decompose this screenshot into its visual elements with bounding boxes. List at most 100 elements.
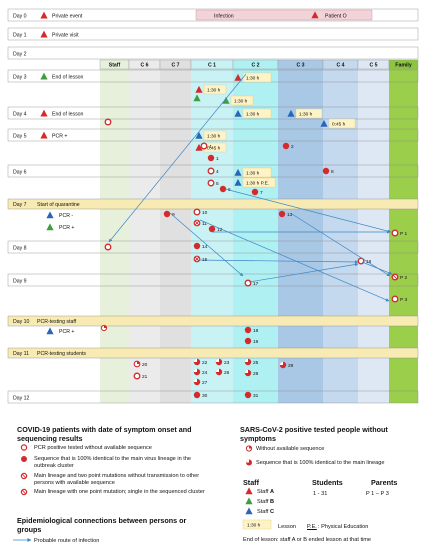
lesson-label-5: 0:45 h [332, 122, 346, 128]
legend-asym-symbol-hollow-wedge [249, 445, 252, 449]
patient-13-label: 13 [287, 212, 293, 218]
legend-staff-label-A: Staff A [257, 489, 274, 495]
legend-footnote: End of lesson: staff A or B ended lesson… [243, 537, 372, 543]
staff-patient-day8 [104, 243, 112, 251]
patient-1-label: 1 [216, 156, 219, 162]
patient-15-cross-b [194, 256, 200, 262]
legend-pe-abbr: P.E. [307, 524, 317, 530]
legend-staff-label-B: Staff B [257, 499, 274, 505]
lesson-marker-7 [195, 143, 203, 151]
lesson-marker-2 [222, 96, 230, 104]
lesson-box-5 [328, 118, 356, 129]
legend-staff-letter-C: C [270, 509, 274, 515]
legend-pe-text: : Physical Education [318, 524, 369, 530]
family-patient-3 [391, 295, 399, 303]
patient-4b [207, 167, 215, 175]
patient-16-label: 16 [366, 259, 372, 265]
patient-23-label: 23 [224, 360, 230, 366]
event-bar-infection: Infection [214, 14, 234, 20]
event-bar-patient-o-marker [311, 11, 319, 19]
patient-29-wedge [279, 361, 283, 365]
patient-4 [200, 142, 208, 150]
patient-5-label: 5 [216, 181, 219, 187]
c1-green-marker [193, 94, 201, 102]
day-label-11: Day 11 [13, 351, 29, 357]
column-header-6: C 3 [296, 63, 304, 69]
day-label-4: Day 4 [13, 112, 27, 118]
column-header-1: Staff [109, 63, 121, 69]
patient-8 [322, 167, 330, 175]
day-note-4: End of lesson [52, 112, 84, 118]
column-header-7: C 4 [336, 63, 344, 69]
lesson-box-3 [242, 108, 272, 119]
day-note-0: Private event [52, 14, 83, 20]
patient-28-wedge [244, 369, 248, 373]
day-marker-5 [40, 131, 48, 139]
infection-arrow-7 [291, 213, 391, 277]
legend-title: COVID-19 patients with date of symptom o… [17, 425, 192, 443]
lesson-marker-0 [234, 73, 242, 81]
day-label-6: Day 6 [13, 170, 27, 176]
day-band-5 [7, 128, 419, 142]
patient-29-label: 29 [288, 363, 294, 369]
patient-27-wedge [193, 378, 197, 382]
lesson-label-2: 1:30 h [234, 99, 248, 105]
day-band-11 [7, 347, 419, 359]
infection-arrow-1 [108, 73, 247, 243]
event-bar-patient-o: Patient O [325, 14, 347, 20]
day-note-11: PCR-testing students [37, 351, 86, 357]
family-patient-1 [391, 229, 399, 237]
patient-4-label: 4 [209, 144, 212, 150]
day-band-7 [7, 198, 419, 210]
day7-pcr-plus: PCR + [59, 225, 74, 231]
legend-staff-letter-A: A [270, 489, 274, 495]
legend-symbol-hollow [20, 444, 28, 451]
day7-pcr-minus: PCR - [59, 213, 73, 219]
legend-parents-title: Parents [371, 478, 398, 487]
patient-1 [207, 154, 215, 162]
patient-8-label: 8 [331, 169, 334, 175]
column-bg-3 [160, 60, 191, 403]
lesson-box-9 [242, 177, 276, 188]
family-label-2: P 2 [400, 275, 407, 281]
patient-6 [219, 185, 227, 193]
day-label-3: Day 3 [13, 75, 27, 81]
lesson-label-0: 1:30 h [246, 76, 260, 82]
lesson-label-6: 1:30 h [207, 134, 221, 140]
patient-19-label: 19 [253, 339, 259, 345]
patient-30 [193, 391, 201, 399]
event-bar [195, 9, 373, 21]
day-note-5: PCR + [52, 134, 67, 140]
lesson-marker-9 [234, 178, 242, 186]
column-header-9: Family [395, 63, 412, 69]
day-marker-1 [40, 30, 48, 38]
day-band-1 [7, 27, 419, 41]
column-header-2: C 6 [140, 63, 148, 69]
legend-symbol-cross-line [21, 473, 27, 479]
patient-26-wedge [215, 368, 219, 372]
legend-asym-title: SARS-CoV-2 positive tested people withou… [240, 425, 388, 443]
day7-pcr-minus-marker [46, 211, 54, 219]
patient-22-label: 22 [202, 360, 208, 366]
patient-2-label: 2 [291, 144, 294, 150]
staff-patient-day4 [104, 118, 112, 126]
family-patient-2-cross-a [392, 274, 398, 280]
staff-asym-day10-wedge [104, 325, 107, 328]
patient-14 [193, 242, 201, 250]
legend-asym-symbol-filled-wedge [246, 459, 249, 463]
day-label-1: Day 1 [13, 33, 27, 39]
patient-20-wedge [137, 361, 140, 364]
infection-arrow-6 [248, 262, 359, 283]
column-header-8: C 5 [369, 63, 377, 69]
patient-21 [133, 372, 141, 380]
day-label-12: Day 12 [13, 396, 30, 402]
legend-epi-item: Probable route of infection [34, 538, 100, 544]
day-note-7: Start of quarantine [37, 202, 80, 208]
patient-10 [193, 208, 201, 216]
patient-30-label: 30 [202, 393, 208, 399]
legend-symbol-one-mutation-line [21, 489, 27, 495]
patient-9-label: 9 [172, 212, 175, 218]
legend-item-two-mutations: Main lineage and two point mutations wit… [34, 473, 200, 486]
lesson-label-4: 1:30 h [299, 112, 313, 118]
